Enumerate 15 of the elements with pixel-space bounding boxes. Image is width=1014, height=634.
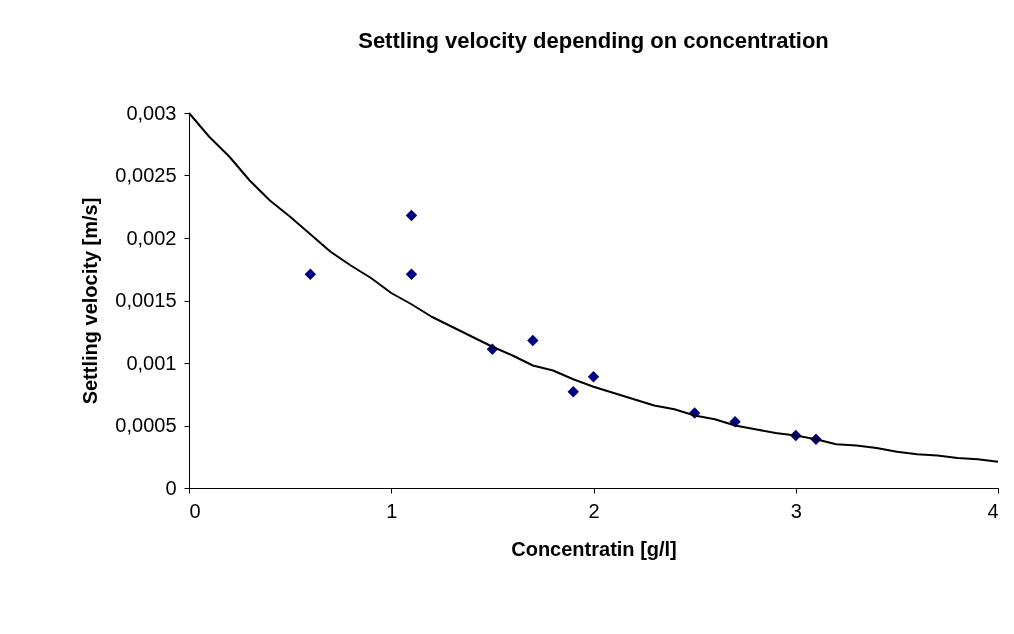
- x-tick-label: 4: [987, 499, 999, 522]
- y-tick-label: 0,002: [126, 226, 177, 249]
- y-tick-label: 0,003: [126, 101, 177, 124]
- y-tick-label: 0,001: [126, 351, 177, 374]
- x-axis-title: Concentratin [g/l]: [511, 537, 677, 560]
- x-tick-label: 3: [790, 499, 802, 522]
- y-tick-label: 0: [165, 476, 177, 499]
- chart-title: Settling velocity depending on concentration: [358, 28, 829, 53]
- x-tick-label: 1: [386, 499, 398, 522]
- x-tick-label: 0: [189, 499, 201, 522]
- x-tick-label: 2: [588, 499, 600, 522]
- y-tick-label: 0,0015: [115, 289, 177, 311]
- y-tick-label: 0,0005: [115, 414, 177, 436]
- y-tick-label: 0,0025: [115, 164, 177, 186]
- y-axis-title: Settling velocity [m/s]: [79, 197, 102, 405]
